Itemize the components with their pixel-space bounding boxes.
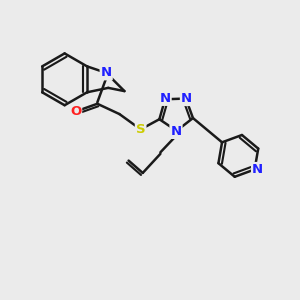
- Text: N: N: [252, 163, 263, 176]
- Text: N: N: [170, 125, 182, 138]
- Text: S: S: [136, 123, 146, 136]
- Text: O: O: [70, 105, 81, 118]
- Text: N: N: [100, 66, 112, 80]
- Text: N: N: [160, 92, 171, 105]
- Text: N: N: [181, 92, 192, 105]
